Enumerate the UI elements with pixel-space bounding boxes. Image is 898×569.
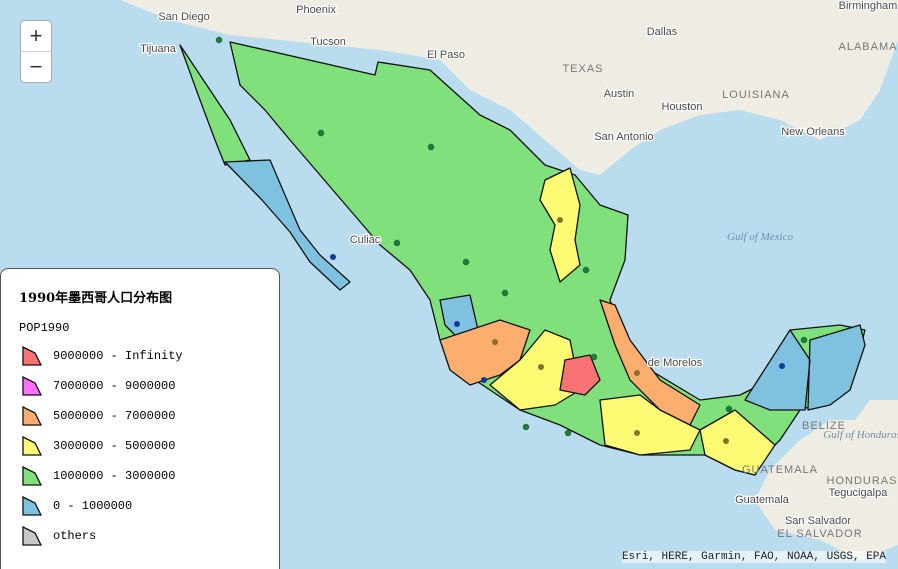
state <box>599 299 701 426</box>
map-label: New Orleans <box>781 126 845 138</box>
map-label: ALABAMA <box>839 41 898 53</box>
legend: 1990年墨西哥人口分布图 POP1990 9000000 - Infinity… <box>0 268 280 569</box>
legend-field: POP1990 <box>19 321 70 335</box>
map-label: Tucson <box>310 36 346 48</box>
attribution: Esri, HERE, Garmin, FAO, NOAA, USGS, EPA <box>621 551 886 563</box>
legend-swatch <box>22 525 43 546</box>
legend-item: 7000000 - 9000000 <box>21 371 183 401</box>
map-label: San Salvador <box>785 515 851 527</box>
map-label: Tijuana <box>140 43 177 55</box>
legend-item: 1000000 - 3000000 <box>21 461 183 491</box>
legend-item: 0 - 1000000 <box>21 491 183 521</box>
legend-item: 5000000 - 7000000 <box>21 401 183 431</box>
map-label: San Antonio <box>594 131 653 143</box>
legend-item: others <box>21 521 183 551</box>
map-label: Tegucigalpa <box>829 487 889 499</box>
map-label: Guatemala <box>735 494 790 506</box>
legend-title: 1990年墨西哥人口分布图 <box>19 291 173 306</box>
us-land <box>0 0 898 175</box>
swatch-shape <box>22 345 43 366</box>
map-label: GUATEMALA <box>742 464 818 476</box>
swatch-shape <box>22 495 43 516</box>
legend-swatch <box>22 465 43 486</box>
state <box>179 44 251 166</box>
legend-swatch <box>22 495 43 516</box>
legend-item: 9000000 - Infinity <box>21 341 183 371</box>
central-america-land <box>755 400 898 560</box>
map-label: HONDURAS <box>827 475 898 487</box>
map-label: LOUISIANA <box>722 89 790 101</box>
swatch-shape <box>22 525 43 546</box>
legend-item: 3000000 - 5000000 <box>21 431 183 461</box>
legend-label: 1000000 - 3000000 <box>53 469 176 483</box>
swatch-shape <box>22 405 43 426</box>
map-label: Houston <box>662 101 703 113</box>
map-label: San Diego <box>158 11 209 23</box>
map-label: Austin <box>604 88 635 100</box>
map-label: Gulf of Mexico <box>727 231 793 243</box>
map-label: de Morelos <box>648 357 703 369</box>
swatch-shape <box>22 465 43 486</box>
state <box>559 354 601 396</box>
legend-items: 9000000 - Infinity 7000000 - 9000000 50000… <box>21 341 183 551</box>
legend-swatch <box>22 435 43 456</box>
swatch-shape <box>22 375 43 396</box>
legend-swatch <box>22 345 43 366</box>
map-label: TEXAS <box>562 63 603 75</box>
legend-label: 0 - 1000000 <box>53 499 133 513</box>
state <box>539 167 581 283</box>
map-label: Phoenix <box>296 4 336 16</box>
swatch-shape <box>22 435 43 456</box>
zoom-control: + − <box>20 20 52 83</box>
map-label: Birmingham <box>839 0 898 12</box>
legend-label: 5000000 - 7000000 <box>53 409 176 423</box>
legend-label: 9000000 - Infinity <box>53 349 183 363</box>
legend-label: 3000000 - 5000000 <box>53 439 176 453</box>
state <box>599 394 701 456</box>
legend-label: 7000000 - 9000000 <box>53 379 176 393</box>
legend-swatch <box>22 375 43 396</box>
state <box>699 409 776 476</box>
zoom-out-button[interactable]: − <box>21 51 51 82</box>
state <box>224 159 351 291</box>
state <box>744 324 866 411</box>
map-label: El Paso <box>427 49 465 61</box>
map-label: BELIZE <box>802 420 846 432</box>
map-label: Gulf of Honduras <box>823 429 898 441</box>
map-label: Dallas <box>647 26 678 38</box>
map-label: Culiac <box>350 234 381 246</box>
legend-label: others <box>53 529 97 543</box>
legend-swatch <box>22 405 43 426</box>
zoom-in-button[interactable]: + <box>29 23 43 48</box>
map-label: EL SALVADOR <box>777 528 862 540</box>
